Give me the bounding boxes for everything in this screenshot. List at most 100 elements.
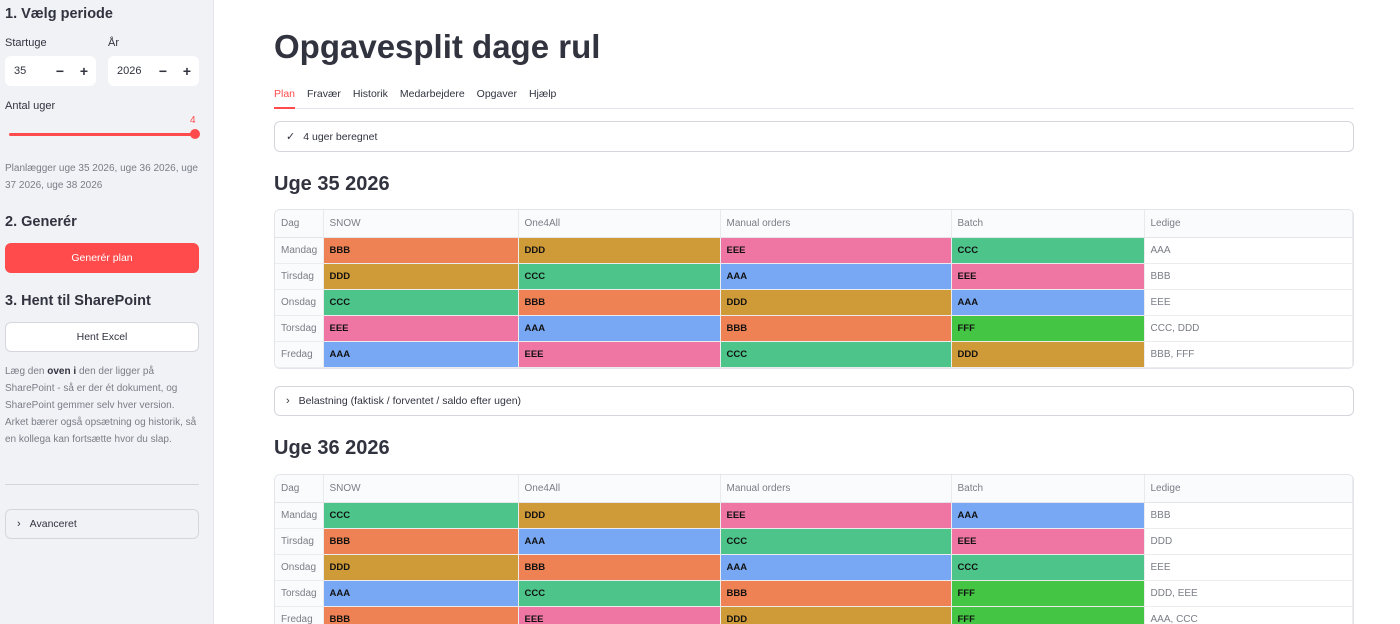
assignment-cell[interactable]: CCC bbox=[518, 263, 721, 290]
assignment-cell[interactable]: BBB bbox=[720, 315, 952, 342]
assignment-cell[interactable]: DDD bbox=[518, 502, 721, 529]
day-cell[interactable]: Fredag bbox=[275, 341, 324, 368]
table-row: Tirsdag DDD CCC AAA EEE BBB bbox=[275, 263, 1353, 290]
sharepoint-heading: 3. Hent til SharePoint bbox=[5, 293, 151, 309]
assignment-cell[interactable]: AAA bbox=[951, 289, 1145, 316]
column-header-ledige[interactable]: Ledige bbox=[1144, 475, 1353, 503]
table-row: Tirsdag BBB AAA CCC EEE DDD bbox=[275, 528, 1353, 555]
assignment-cell[interactable]: EEE bbox=[323, 315, 519, 342]
tab-fravaer[interactable]: Fravær bbox=[307, 88, 341, 100]
aar-increment-button[interactable]: + bbox=[182, 63, 192, 79]
assignment-cell[interactable]: CCC bbox=[720, 341, 952, 368]
aar-value[interactable]: 2026 bbox=[117, 65, 142, 77]
assignment-cell[interactable]: DDD bbox=[720, 606, 952, 624]
assignment-cell[interactable]: CCC bbox=[518, 580, 721, 607]
assignment-cell[interactable]: EEE bbox=[720, 237, 952, 264]
assignment-cell[interactable]: AAA bbox=[323, 580, 519, 607]
week-table: Dag SNOW One4All Manual orders Batch Ledige Ma… bbox=[274, 474, 1354, 624]
aar-input[interactable]: 2026 − + bbox=[108, 56, 199, 86]
ledige-cell[interactable]: EEE bbox=[1144, 554, 1353, 581]
advanced-expander[interactable]: › Avanceret bbox=[5, 509, 199, 539]
column-header-one4all[interactable]: One4All bbox=[518, 210, 721, 238]
ledige-cell[interactable]: AAA bbox=[1144, 237, 1353, 264]
aar-decrement-button[interactable]: − bbox=[158, 63, 168, 79]
assignment-cell[interactable]: EEE bbox=[518, 341, 721, 368]
column-header-snow[interactable]: SNOW bbox=[323, 210, 519, 238]
assignment-cell[interactable]: DDD bbox=[951, 341, 1145, 368]
assignment-cell[interactable]: CCC bbox=[951, 237, 1145, 264]
tab-medarbejdere[interactable]: Medarbejdere bbox=[399, 88, 465, 100]
day-cell[interactable]: Tirsdag bbox=[275, 528, 324, 555]
download-excel-button[interactable]: Hent Excel bbox=[5, 322, 199, 352]
assignment-cell[interactable]: BBB bbox=[518, 554, 721, 581]
startuge-increment-button[interactable]: + bbox=[79, 63, 89, 79]
day-cell[interactable]: Torsdag bbox=[275, 315, 324, 342]
column-header-one4all[interactable]: One4All bbox=[518, 475, 721, 503]
day-cell[interactable]: Fredag bbox=[275, 606, 324, 624]
assignment-cell[interactable]: AAA bbox=[720, 263, 952, 290]
assignment-cell[interactable]: EEE bbox=[951, 528, 1145, 555]
assignment-cell[interactable]: BBB bbox=[518, 289, 721, 316]
ledige-cell[interactable]: DDD, EEE bbox=[1144, 580, 1353, 607]
tab-hjaelp[interactable]: Hjælp bbox=[528, 88, 557, 100]
startuge-label: Startuge bbox=[5, 37, 47, 49]
assignment-cell[interactable]: EEE bbox=[951, 263, 1145, 290]
assignment-cell[interactable]: EEE bbox=[518, 606, 721, 624]
help-text-part: Læg den bbox=[5, 366, 48, 377]
ledige-cell[interactable]: BBB, FFF bbox=[1144, 341, 1353, 368]
ledige-cell[interactable]: EEE bbox=[1144, 289, 1353, 316]
assignment-cell[interactable]: AAA bbox=[720, 554, 952, 581]
startuge-value[interactable]: 35 bbox=[14, 65, 27, 77]
assignment-cell[interactable]: BBB bbox=[323, 606, 519, 624]
day-cell[interactable]: Tirsdag bbox=[275, 263, 324, 290]
column-header-manual-orders[interactable]: Manual orders bbox=[720, 475, 952, 503]
generate-plan-button[interactable]: Generér plan bbox=[5, 243, 199, 273]
assignment-cell[interactable]: DDD bbox=[518, 237, 721, 264]
tab-historik[interactable]: Historik bbox=[352, 88, 388, 100]
tab-plan[interactable]: Plan bbox=[274, 84, 296, 109]
assignment-cell[interactable]: AAA bbox=[518, 528, 721, 555]
tab-opgaver[interactable]: Opgaver bbox=[476, 88, 517, 100]
assignment-cell[interactable]: FFF bbox=[951, 606, 1145, 624]
assignment-cell[interactable]: CCC bbox=[323, 289, 519, 316]
assignment-cell[interactable]: BBB bbox=[323, 528, 519, 555]
column-header-snow[interactable]: SNOW bbox=[323, 475, 519, 503]
day-cell[interactable]: Torsdag bbox=[275, 580, 324, 607]
column-header-manual-orders[interactable]: Manual orders bbox=[720, 210, 952, 238]
assignment-cell[interactable]: AAA bbox=[518, 315, 721, 342]
ledige-cell[interactable]: CCC, DDD bbox=[1144, 315, 1353, 342]
ledige-cell[interactable]: AAA, CCC bbox=[1144, 606, 1353, 624]
load-expander[interactable]: › Belastning (faktisk / forventet / sald… bbox=[274, 386, 1354, 416]
assignment-cell[interactable]: BBB bbox=[323, 237, 519, 264]
assignment-cell[interactable]: CCC bbox=[720, 528, 952, 555]
column-header-batch[interactable]: Batch bbox=[951, 475, 1145, 503]
assignment-cell[interactable]: DDD bbox=[323, 554, 519, 581]
column-header-dag[interactable]: Dag bbox=[275, 210, 324, 238]
ledige-cell[interactable]: BBB bbox=[1144, 502, 1353, 529]
day-cell[interactable]: Onsdag bbox=[275, 289, 324, 316]
day-cell[interactable]: Onsdag bbox=[275, 554, 324, 581]
assignment-cell[interactable]: FFF bbox=[951, 315, 1145, 342]
column-header-batch[interactable]: Batch bbox=[951, 210, 1145, 238]
assignment-cell[interactable]: CCC bbox=[951, 554, 1145, 581]
startuge-decrement-button[interactable]: − bbox=[55, 63, 65, 79]
ledige-cell[interactable]: DDD bbox=[1144, 528, 1353, 555]
column-header-ledige[interactable]: Ledige bbox=[1144, 210, 1353, 238]
assignment-cell[interactable]: AAA bbox=[323, 341, 519, 368]
table-row: Onsdag DDD BBB AAA CCC EEE bbox=[275, 554, 1353, 581]
week-table: Dag SNOW One4All Manual orders Batch Ledige Ma… bbox=[274, 209, 1354, 369]
antal-uger-slider-track[interactable] bbox=[9, 133, 195, 136]
assignment-cell[interactable]: EEE bbox=[720, 502, 952, 529]
column-header-dag[interactable]: Dag bbox=[275, 475, 324, 503]
day-cell[interactable]: Mandag bbox=[275, 237, 324, 264]
assignment-cell[interactable]: DDD bbox=[720, 289, 952, 316]
startuge-input[interactable]: 35 − + bbox=[5, 56, 96, 86]
antal-uger-slider-thumb[interactable] bbox=[190, 129, 200, 139]
assignment-cell[interactable]: BBB bbox=[720, 580, 952, 607]
assignment-cell[interactable]: AAA bbox=[951, 502, 1145, 529]
assignment-cell[interactable]: FFF bbox=[951, 580, 1145, 607]
ledige-cell[interactable]: BBB bbox=[1144, 263, 1353, 290]
assignment-cell[interactable]: DDD bbox=[323, 263, 519, 290]
day-cell[interactable]: Mandag bbox=[275, 502, 324, 529]
assignment-cell[interactable]: CCC bbox=[323, 502, 519, 529]
